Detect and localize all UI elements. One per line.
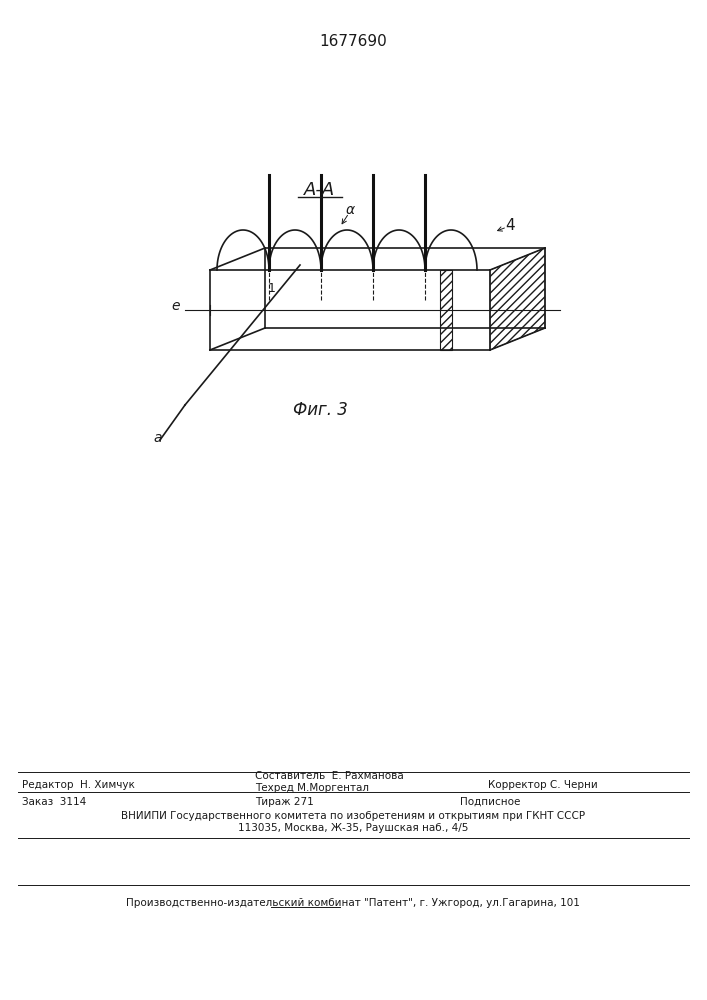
Text: 1: 1 [268,282,276,294]
Polygon shape [440,270,452,350]
Text: 113035, Москва, Ж-35, Раушская наб., 4/5: 113035, Москва, Ж-35, Раушская наб., 4/5 [238,823,468,833]
Text: Тираж 271: Тираж 271 [255,797,314,807]
Text: Корректор С. Черни: Корректор С. Черни [488,780,597,790]
Text: Фиг. 3: Фиг. 3 [293,401,347,419]
Text: a: a [153,431,162,445]
Text: Составитель  Е. Рахманова: Составитель Е. Рахманова [255,771,404,781]
Text: Редактор  Н. Химчук: Редактор Н. Химчук [22,780,135,790]
Text: Заказ  3114: Заказ 3114 [22,797,86,807]
Text: Производственно-издательский комбинат "Патент", г. Ужгород, ул.Гагарина, 101: Производственно-издательский комбинат "П… [126,898,580,908]
Text: Техред М.Моргентал: Техред М.Моргентал [255,783,369,793]
Text: 1677690: 1677690 [319,34,387,49]
Text: e: e [172,299,180,313]
Text: α: α [346,203,355,217]
Text: 4: 4 [506,218,515,232]
Text: А-А: А-А [305,181,336,199]
Text: Подписное: Подписное [460,797,520,807]
Text: ВНИИПИ Государственного комитета по изобретениям и открытиям при ГКНТ СССР: ВНИИПИ Государственного комитета по изоб… [121,811,585,821]
